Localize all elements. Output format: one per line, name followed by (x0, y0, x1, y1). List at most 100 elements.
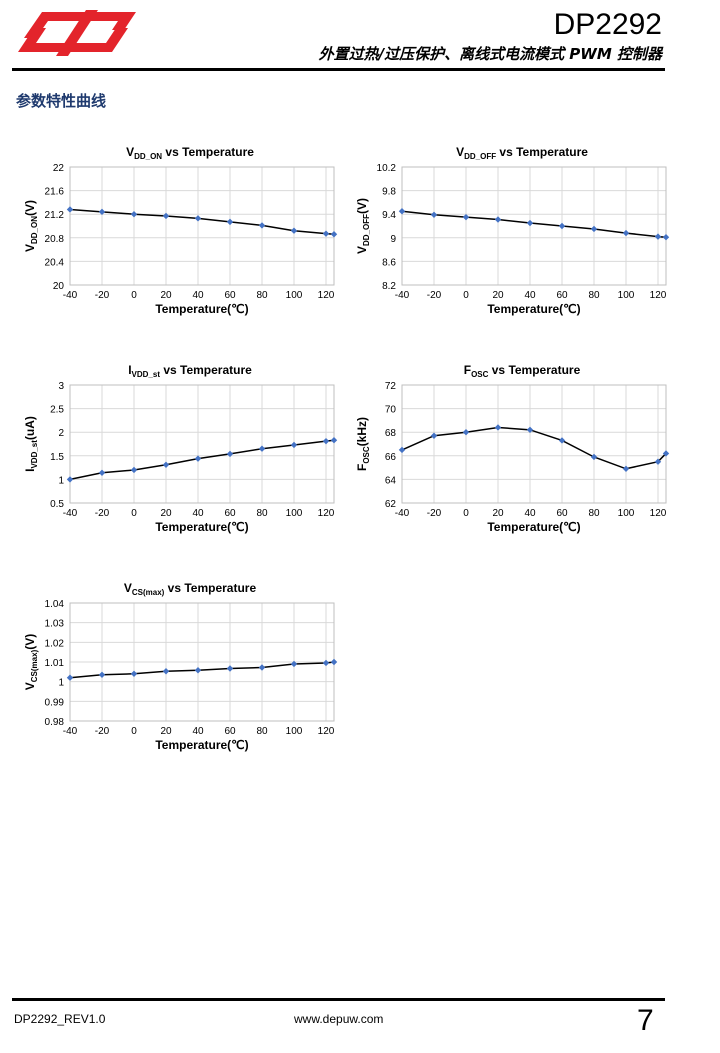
x-tick-label: 80 (256, 508, 268, 519)
y-tick-label: 70 (385, 405, 397, 416)
y-tick-label: 21.6 (45, 187, 65, 198)
x-tick-label: 80 (588, 508, 600, 519)
x-tick-label: 20 (492, 508, 504, 519)
data-point (330, 658, 338, 666)
data-point (98, 469, 106, 476)
data-point (494, 216, 502, 223)
x-tick-label: 60 (224, 726, 236, 737)
data-point (622, 229, 630, 237)
y-tick-label: 72 (385, 381, 397, 392)
y-tick-label: 1 (58, 678, 64, 689)
x-tick-label: 40 (192, 726, 204, 737)
data-point (322, 230, 330, 237)
y-tick-label: 3 (58, 381, 64, 392)
x-tick-label: 100 (286, 290, 303, 301)
x-tick-label: 40 (524, 508, 536, 519)
x-axis-label: Temperature(℃) (155, 520, 248, 534)
doc-subtitle: 外置过热/过压保护、离线式电流模式 PWM 控制器 (318, 45, 662, 63)
chart-title: FOSC vs Temperature (464, 363, 581, 379)
data-point (526, 426, 534, 434)
data-point (494, 424, 502, 431)
data-point (654, 458, 662, 465)
x-tick-label: 40 (192, 290, 204, 301)
data-point (66, 476, 74, 483)
section-title: 参数特性曲线 (16, 92, 107, 110)
data-point (398, 446, 406, 454)
data-point (322, 437, 330, 445)
data-point (330, 437, 338, 444)
header-rule (12, 68, 665, 71)
y-tick-label: 0.98 (45, 717, 65, 728)
y-axis-label: VDD_OFF(V) (355, 198, 371, 254)
x-axis-label: Temperature(℃) (487, 520, 580, 534)
y-tick-label: 21.2 (45, 210, 65, 221)
y-tick-label: 66 (385, 452, 397, 463)
y-tick-label: 2 (58, 428, 64, 439)
data-point (258, 664, 266, 671)
data-point (290, 441, 298, 449)
data-point (330, 231, 338, 238)
y-tick-label: 0.99 (45, 697, 65, 708)
plot-area (69, 166, 335, 286)
x-tick-label: 0 (131, 508, 137, 519)
data-point (590, 453, 598, 461)
y-tick-label: 1 (58, 475, 64, 486)
series-line (69, 439, 335, 481)
y-axis-label: VCS(max)(V) (23, 634, 39, 690)
y-tick-label: 9.4 (382, 210, 396, 221)
data-point (194, 667, 202, 674)
data-point (98, 671, 106, 678)
x-tick-label: 0 (463, 508, 469, 519)
data-point (194, 215, 202, 222)
x-tick-label: 20 (492, 290, 504, 301)
data-point (558, 222, 566, 230)
doc-title: DP2292 (553, 8, 662, 41)
data-point (226, 665, 234, 672)
y-tick-label: 20 (53, 281, 65, 292)
x-tick-label: -40 (395, 290, 410, 301)
y-tick-label: 1.04 (45, 599, 65, 610)
data-point (290, 227, 298, 234)
x-tick-label: 20 (160, 726, 172, 737)
x-tick-label: 0 (131, 726, 137, 737)
x-tick-label: 100 (618, 508, 635, 519)
data-point (98, 208, 106, 216)
chart-title: VCS(max) vs Temperature (124, 581, 257, 597)
plot-area (401, 166, 667, 286)
y-tick-label: 9.8 (382, 187, 396, 198)
chart-ivdd-st: IVDD_st vs Temperature 0.5 1 1.5 2 2.5 3 -40 -20… (23, 363, 338, 534)
data-point (226, 218, 234, 226)
data-point (558, 437, 566, 444)
plot-area (69, 384, 335, 504)
x-tick-label: -40 (63, 508, 78, 519)
y-tick-label: 0.5 (50, 499, 64, 510)
y-tick-label: 1.02 (45, 638, 65, 649)
x-tick-label: 60 (224, 290, 236, 301)
data-point (462, 213, 470, 221)
footer-rule (12, 998, 665, 1001)
x-tick-label: -20 (427, 290, 442, 301)
data-point (654, 233, 662, 240)
series-line (401, 426, 667, 470)
chart-vdd-on: VDD_ON vs Temperature 20 20.4 20.8 21.2 21.6 2… (23, 145, 338, 316)
x-tick-label: 0 (463, 290, 469, 301)
x-tick-label: -20 (95, 508, 110, 519)
data-point (430, 432, 438, 439)
data-point (322, 659, 330, 667)
x-tick-label: 40 (192, 508, 204, 519)
x-tick-label: -20 (427, 508, 442, 519)
x-tick-label: 100 (286, 508, 303, 519)
data-point (462, 429, 470, 436)
x-tick-label: 80 (588, 290, 600, 301)
plot-area (401, 384, 667, 504)
data-point (290, 660, 298, 668)
data-point (66, 206, 74, 213)
x-axis-label: Temperature(℃) (155, 738, 248, 752)
company-logo (18, 10, 136, 56)
x-tick-label: 60 (556, 508, 568, 519)
x-tick-label: 20 (160, 290, 172, 301)
x-axis-label: Temperature(℃) (155, 302, 248, 316)
y-axis-label: FOSC(kHz) (355, 417, 371, 471)
x-tick-label: 100 (618, 290, 635, 301)
x-tick-label: 40 (524, 290, 536, 301)
